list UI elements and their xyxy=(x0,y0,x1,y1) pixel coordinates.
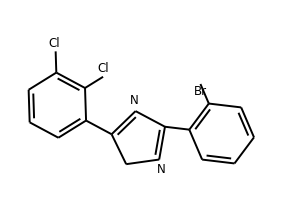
Text: N: N xyxy=(130,94,139,107)
Text: Br: Br xyxy=(194,86,207,98)
Text: N: N xyxy=(157,163,166,176)
Text: Cl: Cl xyxy=(97,62,109,75)
Text: Cl: Cl xyxy=(49,37,60,50)
